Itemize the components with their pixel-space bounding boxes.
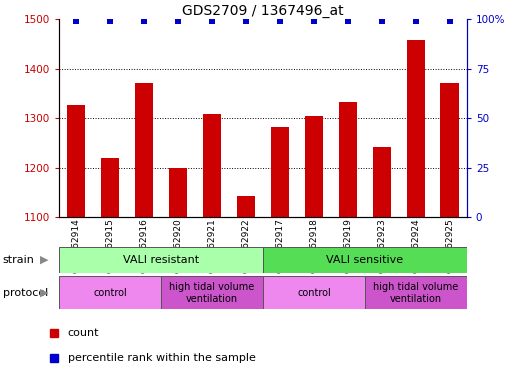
Point <box>446 18 454 24</box>
Title: GDS2709 / 1367496_at: GDS2709 / 1367496_at <box>182 4 344 18</box>
Point <box>412 18 420 24</box>
Bar <box>101 157 120 217</box>
Point <box>242 18 250 24</box>
Bar <box>67 105 85 217</box>
Bar <box>263 276 365 309</box>
Point <box>208 18 216 24</box>
Text: ▶: ▶ <box>40 288 49 298</box>
Point <box>174 18 182 24</box>
Point <box>276 18 284 24</box>
Bar <box>365 276 467 309</box>
Text: high tidal volume
ventilation: high tidal volume ventilation <box>373 282 459 304</box>
Text: VALI sensitive: VALI sensitive <box>326 255 403 265</box>
Bar <box>263 247 467 273</box>
Bar <box>339 102 357 217</box>
Bar <box>305 116 323 217</box>
Bar <box>161 276 263 309</box>
Text: high tidal volume
ventilation: high tidal volume ventilation <box>169 282 254 304</box>
Bar <box>169 167 187 217</box>
Bar <box>236 196 255 217</box>
Text: count: count <box>68 328 99 338</box>
Point <box>140 18 148 24</box>
Text: strain: strain <box>3 255 34 265</box>
Point <box>106 18 114 24</box>
Point <box>344 18 352 24</box>
Bar <box>372 147 391 217</box>
Point <box>72 18 80 24</box>
Text: protocol: protocol <box>3 288 48 298</box>
Bar <box>203 114 221 217</box>
Text: ▶: ▶ <box>40 255 49 265</box>
Point <box>378 18 386 24</box>
Text: VALI resistant: VALI resistant <box>123 255 199 265</box>
Bar <box>406 40 425 217</box>
Bar <box>134 83 153 217</box>
Bar <box>441 83 459 217</box>
Bar <box>59 276 161 309</box>
Text: control: control <box>93 288 127 298</box>
Point <box>310 18 318 24</box>
Bar <box>270 127 289 217</box>
Text: percentile rank within the sample: percentile rank within the sample <box>68 353 255 362</box>
Bar <box>59 247 263 273</box>
Text: control: control <box>297 288 331 298</box>
